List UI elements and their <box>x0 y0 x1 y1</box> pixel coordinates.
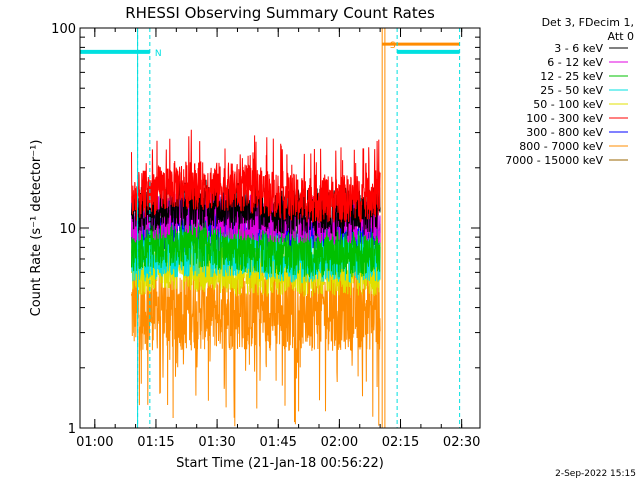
legend-entry-label: 300 - 800 keV <box>526 126 603 139</box>
series-line <box>131 219 381 278</box>
x-tick-label: 02:15 <box>382 435 419 450</box>
x-tick-label: 02:00 <box>321 435 358 450</box>
legend-entry-label: 100 - 300 keV <box>526 112 603 125</box>
legend-entry-label: 3 - 6 keV <box>554 42 603 55</box>
annotation-label: N <box>155 49 162 59</box>
x-axis-label: Start Time (21-Jan-18 00:56:22) <box>176 456 384 471</box>
legend-entry-label: 6 - 12 keV <box>547 56 603 69</box>
x-tick-label: 01:00 <box>76 435 113 450</box>
legend-entry-label: 12 - 25 keV <box>540 70 603 83</box>
series-line <box>131 264 381 427</box>
legend-entry-label: 25 - 50 keV <box>540 84 603 97</box>
series-line <box>131 129 381 223</box>
plot-layer: NS <box>79 28 461 428</box>
legend-entry-label: 7000 - 15000 keV <box>505 154 603 167</box>
x-tick-label: 02:30 <box>443 435 480 450</box>
y-tick-label: 10 <box>59 222 76 237</box>
legend-title: Det 3, FDecim 1, <box>542 16 634 29</box>
x-tick-label: 01:15 <box>137 435 174 450</box>
chart-title: RHESSI Observing Summary Count Rates <box>125 4 435 22</box>
y-axis-label: Count Rate (s⁻¹ detector⁻¹) <box>29 140 44 317</box>
legend-entry-label: 800 - 7000 keV <box>519 140 603 153</box>
y-tick-label: 100 <box>51 22 76 37</box>
y-tick-label: 1 <box>68 422 76 437</box>
date-stamp: 2-Sep-2022 15:15 <box>555 469 636 479</box>
legend-title: Att 0 <box>608 30 634 43</box>
x-tick-label: 01:30 <box>198 435 235 450</box>
axes-layer: 01:00 01:15 01:30 01:45 02:00 02:15 02:30 1 10 10… <box>51 22 481 450</box>
x-tick-label: 01:45 <box>259 435 296 450</box>
annotation-label: S <box>390 41 396 51</box>
legend-entry-label: 50 - 100 keV <box>533 98 603 111</box>
